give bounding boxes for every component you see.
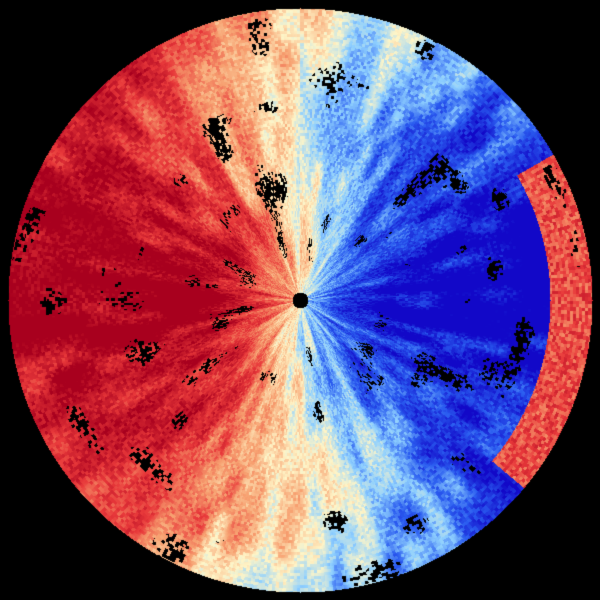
- radar-display: [0, 0, 600, 600]
- velocity-ppi-image: [0, 0, 600, 600]
